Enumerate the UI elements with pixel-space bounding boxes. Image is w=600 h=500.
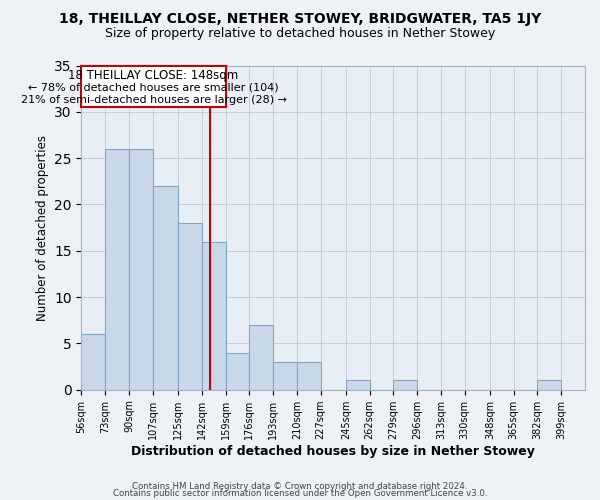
- Text: Contains public sector information licensed under the Open Government Licence v3: Contains public sector information licen…: [113, 490, 487, 498]
- Bar: [153, 186, 178, 390]
- FancyBboxPatch shape: [82, 66, 226, 107]
- Bar: [105, 149, 129, 390]
- Bar: [82, 334, 105, 390]
- Y-axis label: Number of detached properties: Number of detached properties: [35, 134, 49, 320]
- Bar: [346, 380, 370, 390]
- Bar: [297, 362, 320, 390]
- Text: 18, THEILLAY CLOSE, NETHER STOWEY, BRIDGWATER, TA5 1JY: 18, THEILLAY CLOSE, NETHER STOWEY, BRIDG…: [59, 12, 541, 26]
- Bar: [250, 325, 273, 390]
- Bar: [226, 352, 250, 390]
- Text: Size of property relative to detached houses in Nether Stowey: Size of property relative to detached ho…: [105, 28, 495, 40]
- Bar: [129, 149, 153, 390]
- Bar: [202, 242, 226, 390]
- Bar: [273, 362, 297, 390]
- Text: 21% of semi-detached houses are larger (28) →: 21% of semi-detached houses are larger (…: [20, 95, 287, 105]
- Bar: [394, 380, 417, 390]
- Text: ← 78% of detached houses are smaller (104): ← 78% of detached houses are smaller (10…: [28, 82, 279, 92]
- Text: 18 THEILLAY CLOSE: 148sqm: 18 THEILLAY CLOSE: 148sqm: [68, 69, 239, 82]
- Text: Contains HM Land Registry data © Crown copyright and database right 2024.: Contains HM Land Registry data © Crown c…: [132, 482, 468, 491]
- X-axis label: Distribution of detached houses by size in Nether Stowey: Distribution of detached houses by size …: [131, 444, 535, 458]
- Bar: [538, 380, 561, 390]
- Bar: [178, 223, 202, 390]
